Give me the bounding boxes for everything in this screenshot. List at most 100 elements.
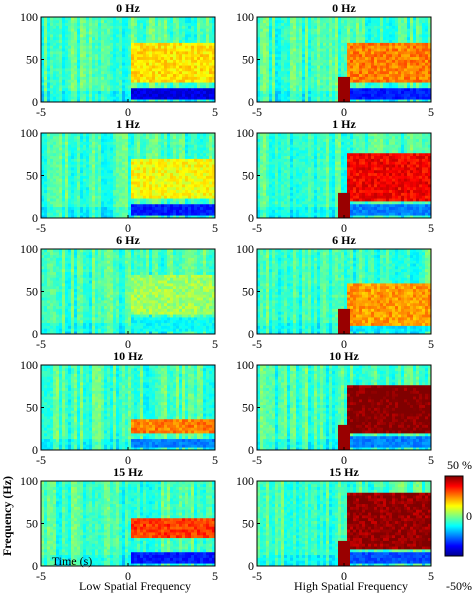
heat-cell xyxy=(203,19,207,24)
heat-cell xyxy=(356,31,360,35)
heat-cell xyxy=(392,85,396,89)
heat-cell xyxy=(65,90,69,94)
heat-cell xyxy=(257,42,261,46)
heat-cell xyxy=(206,62,210,66)
heat-cell xyxy=(173,150,177,154)
heat-cell xyxy=(332,19,336,24)
heat-cell xyxy=(185,59,189,63)
heat-cell xyxy=(347,28,351,32)
heat-cell xyxy=(296,79,300,83)
heat-cell xyxy=(413,56,417,60)
heat-cell xyxy=(341,31,345,35)
heat-cell xyxy=(413,82,417,86)
heat-cell xyxy=(212,85,216,89)
heat-cell xyxy=(161,73,165,77)
heat-cell xyxy=(113,167,117,171)
heat-cell xyxy=(119,73,123,77)
heat-cell xyxy=(146,178,150,182)
heat-cell xyxy=(182,17,186,21)
heat-cell xyxy=(146,209,150,213)
heat-cell xyxy=(323,76,327,80)
heat-cell xyxy=(179,70,183,75)
heat-cell xyxy=(41,189,45,193)
heat-cell xyxy=(116,206,120,210)
heat-cell xyxy=(134,201,138,205)
heat-cell xyxy=(116,96,120,100)
heat-cell xyxy=(398,56,402,60)
heat-cell xyxy=(53,36,57,41)
heat-cell xyxy=(89,189,93,193)
heat-cell xyxy=(80,195,84,199)
heat-cell xyxy=(344,93,348,97)
heat-cell xyxy=(428,68,432,72)
heat-cell xyxy=(74,195,78,199)
heat-cell xyxy=(161,53,165,58)
heat-cell xyxy=(68,144,72,148)
heat-cell xyxy=(50,195,54,199)
heat-cell xyxy=(146,17,150,21)
heat-cell xyxy=(101,201,105,205)
heat-cell xyxy=(296,70,300,75)
heat-cell xyxy=(155,161,159,165)
heat-cell xyxy=(74,51,78,55)
heat-cell xyxy=(287,85,291,89)
heat-cell xyxy=(47,184,51,188)
heat-cell xyxy=(122,158,126,162)
heat-cell xyxy=(272,68,276,72)
heat-cell xyxy=(68,73,72,77)
heat-cell xyxy=(179,144,183,148)
heat-cell xyxy=(284,68,288,72)
heat-cell xyxy=(125,212,129,216)
heat-cell xyxy=(197,22,201,26)
heat-cell xyxy=(365,93,369,97)
heat-cell xyxy=(179,206,183,210)
heat-cell xyxy=(278,42,282,46)
heat-cell xyxy=(278,62,282,66)
heat-cell xyxy=(407,79,411,83)
heat-cell xyxy=(71,195,75,199)
heat-cell xyxy=(197,51,201,55)
heat-cell xyxy=(152,56,156,60)
heat-cell xyxy=(404,87,408,92)
heat-cell xyxy=(257,99,261,103)
heat-cell xyxy=(92,215,96,219)
heat-cell xyxy=(206,59,210,63)
x-tick-label: 0 xyxy=(341,105,347,119)
heat-cell xyxy=(326,65,330,69)
heat-cell xyxy=(404,22,408,26)
heat-cell xyxy=(161,172,165,176)
heat-cell xyxy=(155,167,159,171)
heat-cell xyxy=(293,85,297,89)
heat-cell xyxy=(347,25,351,29)
heat-cell xyxy=(62,135,66,140)
heat-cell xyxy=(170,189,174,193)
heat-cell xyxy=(284,87,288,92)
heat-cell xyxy=(260,25,264,29)
heat-cell xyxy=(395,79,399,83)
heat-cell xyxy=(377,79,381,83)
heat-cell xyxy=(128,150,132,154)
heat-cell xyxy=(278,82,282,86)
heat-cell xyxy=(116,82,120,86)
heat-cell xyxy=(176,215,180,219)
heat-cell xyxy=(74,150,78,154)
heat-cell xyxy=(179,53,183,58)
heat-cell xyxy=(425,19,429,24)
heat-cell xyxy=(92,150,96,154)
heat-cell xyxy=(182,184,186,188)
heat-cell xyxy=(203,42,207,46)
heat-cell xyxy=(290,19,294,24)
heat-cell xyxy=(158,155,162,159)
heat-cell xyxy=(191,51,195,55)
heat-cell xyxy=(74,82,78,86)
heat-cell xyxy=(92,158,96,162)
heat-cell xyxy=(152,172,156,176)
heat-cell xyxy=(356,17,360,21)
heat-cell xyxy=(134,25,138,29)
heat-cell xyxy=(188,82,192,86)
heat-cell xyxy=(50,62,54,66)
heat-cell xyxy=(164,93,168,97)
heat-cell xyxy=(77,48,81,52)
heat-cell xyxy=(74,65,78,69)
